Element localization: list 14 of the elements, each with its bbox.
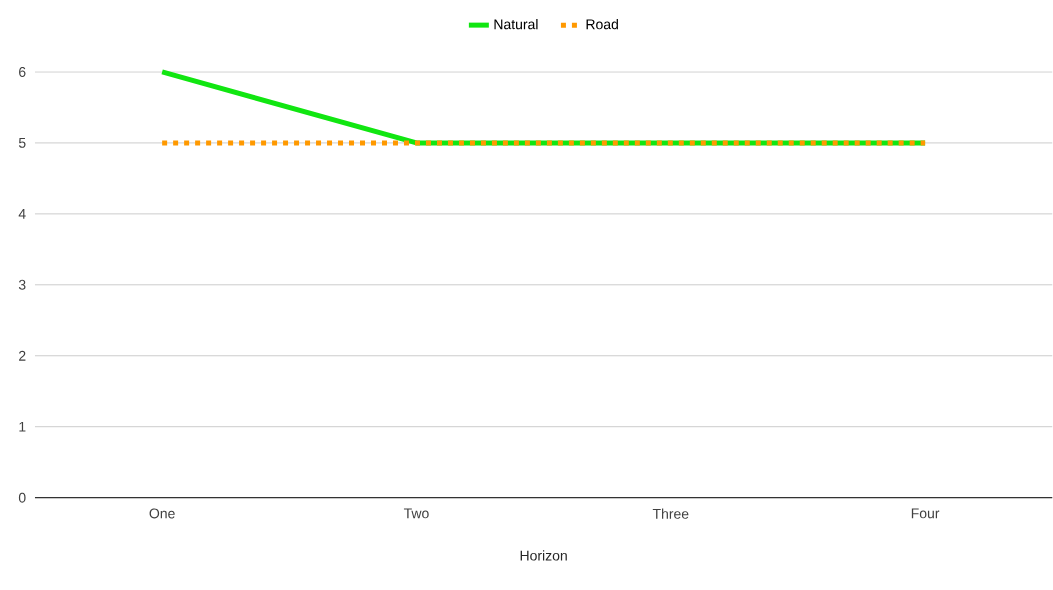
x-tick-label: Four	[911, 508, 940, 519]
y-tick-label: 3	[18, 280, 26, 290]
x-tick-label: One	[149, 508, 175, 519]
x-tick-label: Two	[403, 508, 429, 519]
x-axis-title: Horizon	[520, 550, 567, 561]
y-tick-label: 0	[18, 492, 26, 503]
y-tick-label: 2	[19, 351, 26, 361]
y-tick-label: 6	[19, 67, 26, 78]
y-tick-label: 5	[18, 138, 26, 148]
legend-label: Natural	[494, 19, 538, 30]
legend-label: Road	[586, 19, 618, 30]
y-tick-label: 1	[19, 422, 26, 432]
x-tick-label: Three	[652, 508, 689, 519]
y-tick-label: 4	[18, 209, 26, 219]
